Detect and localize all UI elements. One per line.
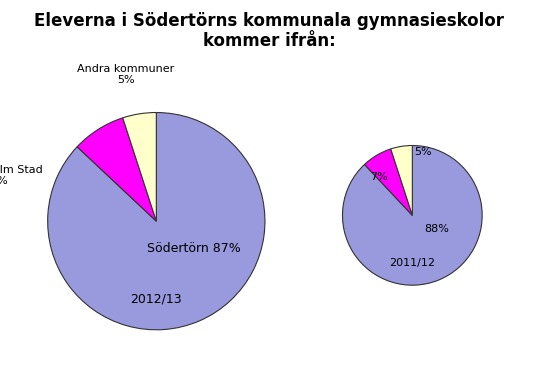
Text: Södertörn 87%: Södertörn 87% — [148, 242, 241, 255]
Text: Eleverna i Södertörns kommunala gymnasieskolor
kommer ifrån:: Eleverna i Södertörns kommunala gymnasie… — [34, 12, 505, 50]
Text: 2011/12: 2011/12 — [389, 258, 436, 268]
Wedge shape — [364, 149, 412, 215]
Wedge shape — [391, 146, 412, 215]
Text: 2012/13: 2012/13 — [130, 293, 182, 306]
Text: Stockholm Stad
8%: Stockholm Stad 8% — [0, 165, 43, 186]
Wedge shape — [342, 146, 482, 285]
Wedge shape — [123, 113, 156, 221]
Wedge shape — [47, 113, 265, 330]
Text: 7%: 7% — [370, 172, 388, 182]
Text: 88%: 88% — [424, 224, 449, 234]
Wedge shape — [77, 118, 156, 221]
Text: Andra kommuner
5%: Andra kommuner 5% — [77, 64, 175, 85]
Text: 5%: 5% — [414, 147, 432, 158]
